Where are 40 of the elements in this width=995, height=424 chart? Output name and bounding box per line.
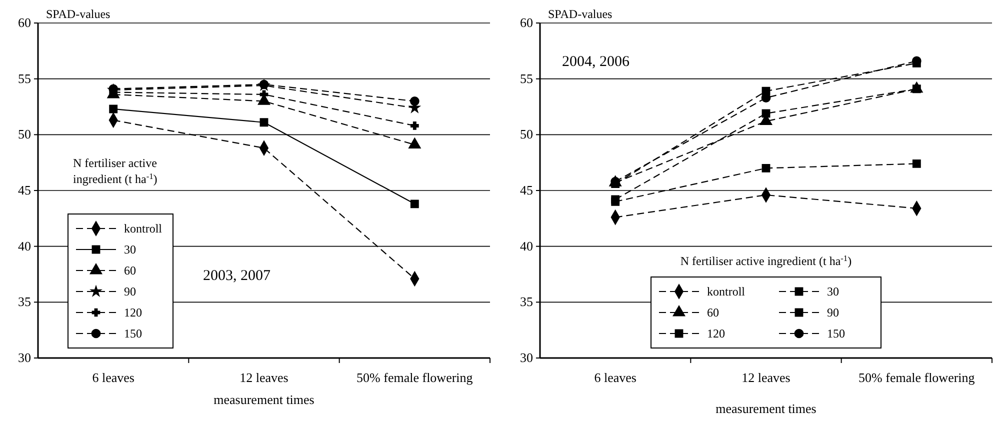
x-tick-label: 6 leaves	[92, 370, 134, 385]
annotation: 2003, 2007	[203, 268, 271, 284]
legend-label: 150	[827, 326, 845, 340]
y-tick-label: 40	[520, 238, 533, 254]
y-tick-label: 30	[520, 350, 533, 365]
annotation: 2004, 2006	[562, 54, 630, 70]
y-tick-label: 50	[520, 126, 533, 142]
x-tick-label: 6 leaves	[594, 370, 636, 385]
y-tick-label: 35	[520, 294, 533, 310]
x-tick-label: 50% female flowering	[356, 370, 474, 385]
legend-label: 90	[124, 284, 136, 298]
legend-label: kontroll	[707, 284, 746, 298]
legend-label: 120	[124, 306, 142, 320]
legend-title: N fertiliser active ingredient (t ha$^{-1}$)	[680, 254, 852, 268]
legend-title: N fertiliser active ingredient (t ha$^{-1}$)	[73, 156, 158, 186]
legend-label: kontroll	[124, 222, 163, 236]
y-tick-label: 50	[18, 126, 31, 142]
y-axis-title: SPAD-values	[548, 7, 613, 21]
x-tick-label: 12 leaves	[742, 370, 790, 385]
legend-label: 60	[124, 264, 136, 278]
y-tick-label: 45	[18, 182, 31, 198]
y-tick-label: 55	[18, 70, 31, 86]
y-tick-label: 35	[18, 294, 31, 310]
y-tick-label: 30	[18, 350, 31, 365]
y-tick-label: 60	[18, 15, 31, 30]
y-tick-label: 60	[520, 15, 533, 30]
y-tick-label: 45	[520, 182, 533, 198]
legend-label: 120	[707, 326, 725, 340]
y-tick-label: 55	[520, 70, 533, 86]
x-axis-title: measurement times	[716, 401, 816, 416]
legend-label: 90	[827, 306, 839, 320]
legend-label: 150	[124, 326, 142, 340]
legend-label: 30	[827, 284, 839, 298]
x-axis-title: measurement times	[214, 392, 314, 407]
x-tick-label: 50% female flowering	[858, 370, 976, 385]
legend-label: 60	[707, 306, 719, 320]
x-tick-label: 12 leaves	[240, 370, 288, 385]
legend-label: 30	[124, 242, 136, 256]
y-tick-label: 40	[18, 238, 31, 254]
y-axis-title: SPAD-values	[46, 7, 111, 21]
